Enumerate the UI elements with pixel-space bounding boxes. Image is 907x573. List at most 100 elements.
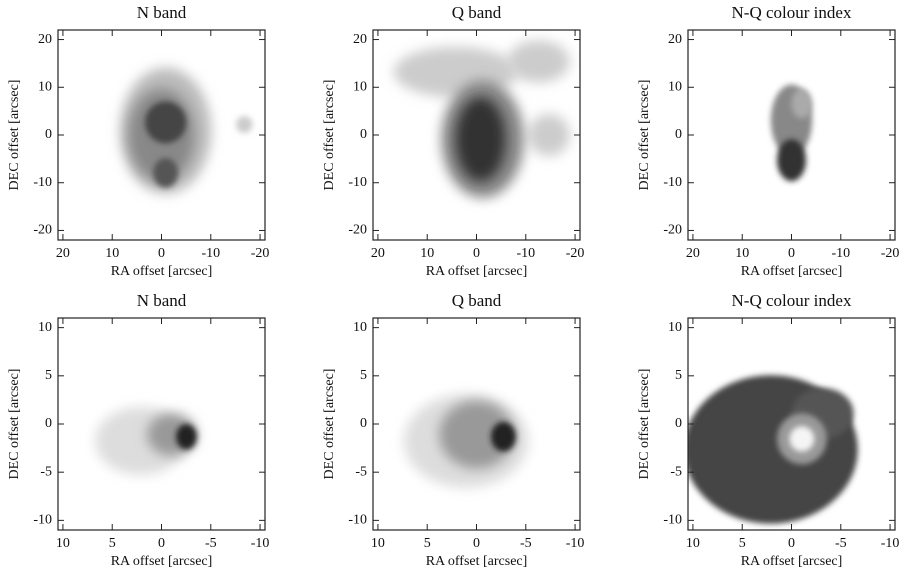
y-axis-label: DEC offset [arcsec] <box>637 369 652 480</box>
y-tick-label: 10 <box>668 79 682 94</box>
x-tick-label: -20 <box>251 246 270 261</box>
x-axis-label: RA offset [arcsec] <box>426 554 528 569</box>
y-tick-label: 20 <box>353 32 367 47</box>
x-tick-label: 0 <box>473 246 480 261</box>
image-blob <box>153 158 179 188</box>
x-tick-label: -5 <box>520 536 532 551</box>
y-tick-label: 0 <box>360 127 367 142</box>
y-tick-label: -20 <box>33 223 52 238</box>
y-tick-label: -20 <box>663 223 682 238</box>
y-tick-label: 5 <box>360 368 367 383</box>
x-tick-label: -10 <box>201 246 220 261</box>
x-tick-label: 20 <box>56 246 70 261</box>
panel: Q band RA offset [arcsec] DEC offset [arcs… <box>322 3 584 279</box>
panel-title: Q band <box>452 3 502 22</box>
x-axis-label: RA offset [arcsec] <box>741 554 843 569</box>
x-tick-label: -10 <box>251 536 270 551</box>
y-tick-label: 0 <box>45 416 52 431</box>
x-tick-label: 20 <box>371 246 385 261</box>
x-tick-label: 5 <box>424 536 431 551</box>
x-tick-label: 0 <box>788 536 795 551</box>
y-axis-label: DEC offset [arcsec] <box>637 80 652 191</box>
x-tick-label: 0 <box>158 536 165 551</box>
x-tick-label: -5 <box>205 536 217 551</box>
y-tick-label: -5 <box>670 464 682 479</box>
x-tick-label: 10 <box>686 536 700 551</box>
image-blob <box>791 88 813 119</box>
image-blob <box>455 97 506 182</box>
y-tick-label: 0 <box>360 416 367 431</box>
image-blob <box>236 116 253 133</box>
panel: N band RA offset [arcsec] DEC offset [arcs… <box>7 3 269 279</box>
y-tick-label: -10 <box>33 513 52 528</box>
x-tick-label: 10 <box>420 246 434 261</box>
panel: N-Q colour index RA offset [arcsec] DEC of… <box>637 3 899 279</box>
y-tick-label: -10 <box>663 175 682 190</box>
y-axis-label: DEC offset [arcsec] <box>322 369 337 480</box>
image-blob <box>789 426 815 452</box>
x-tick-label: -20 <box>881 246 900 261</box>
image-blob <box>490 421 516 452</box>
x-tick-label: -10 <box>831 246 850 261</box>
y-tick-label: 0 <box>675 416 682 431</box>
y-tick-label: 10 <box>353 79 367 94</box>
x-tick-label: 20 <box>686 246 700 261</box>
y-axis-label: DEC offset [arcsec] <box>7 80 22 191</box>
panel-title: N band <box>137 291 187 310</box>
x-tick-label: 10 <box>371 536 385 551</box>
y-tick-label: -10 <box>33 175 52 190</box>
panel: Q band RA offset [arcsec] DEC offset [arcs… <box>322 291 584 569</box>
image <box>688 375 858 524</box>
y-tick-label: 10 <box>38 320 52 335</box>
image-blob <box>439 400 514 469</box>
image <box>393 40 570 198</box>
y-tick-label: 5 <box>45 368 52 383</box>
x-tick-label: 10 <box>105 246 119 261</box>
image-blob <box>144 101 187 144</box>
x-tick-label: 0 <box>473 536 480 551</box>
panel: N band RA offset [arcsec] DEC offset [arcs… <box>7 291 269 569</box>
image <box>770 84 813 182</box>
image-blob <box>507 40 570 83</box>
x-axis-label: RA offset [arcsec] <box>741 264 843 279</box>
x-axis-label: RA offset [arcsec] <box>111 264 213 279</box>
x-tick-label: 0 <box>158 246 165 261</box>
image-blob <box>528 114 570 156</box>
y-tick-label: 0 <box>45 127 52 142</box>
y-tick-label: -10 <box>348 175 367 190</box>
panel-title: N-Q colour index <box>732 3 852 22</box>
x-tick-label: 0 <box>788 246 795 261</box>
y-tick-label: 0 <box>675 127 682 142</box>
image-blob <box>175 424 197 450</box>
y-tick-label: -20 <box>348 223 367 238</box>
y-tick-label: 20 <box>38 32 52 47</box>
y-axis-label: DEC offset [arcsec] <box>322 80 337 191</box>
y-tick-label: 20 <box>668 32 682 47</box>
x-tick-label: 10 <box>735 246 749 261</box>
y-axis-label: DEC offset [arcsec] <box>7 369 22 480</box>
y-tick-label: -5 <box>355 464 367 479</box>
x-tick-label: -10 <box>516 246 535 261</box>
y-tick-label: -5 <box>40 464 52 479</box>
x-axis-label: RA offset [arcsec] <box>426 264 528 279</box>
x-tick-label: -10 <box>566 536 585 551</box>
x-tick-label: -10 <box>881 536 900 551</box>
y-tick-label: 5 <box>675 368 682 383</box>
y-tick-label: 10 <box>38 79 52 94</box>
y-tick-label: -10 <box>663 513 682 528</box>
x-tick-label: 5 <box>109 536 116 551</box>
image <box>404 394 529 488</box>
image-blob <box>777 139 806 182</box>
x-tick-label: -20 <box>566 246 585 261</box>
x-tick-label: -5 <box>835 536 847 551</box>
x-axis-label: RA offset [arcsec] <box>111 554 213 569</box>
image <box>120 67 253 194</box>
panel-title: Q band <box>452 291 502 310</box>
x-tick-label: 10 <box>56 536 70 551</box>
y-tick-label: 10 <box>353 320 367 335</box>
y-tick-label: 10 <box>668 320 682 335</box>
image <box>95 407 197 475</box>
panel-title: N band <box>137 3 187 22</box>
